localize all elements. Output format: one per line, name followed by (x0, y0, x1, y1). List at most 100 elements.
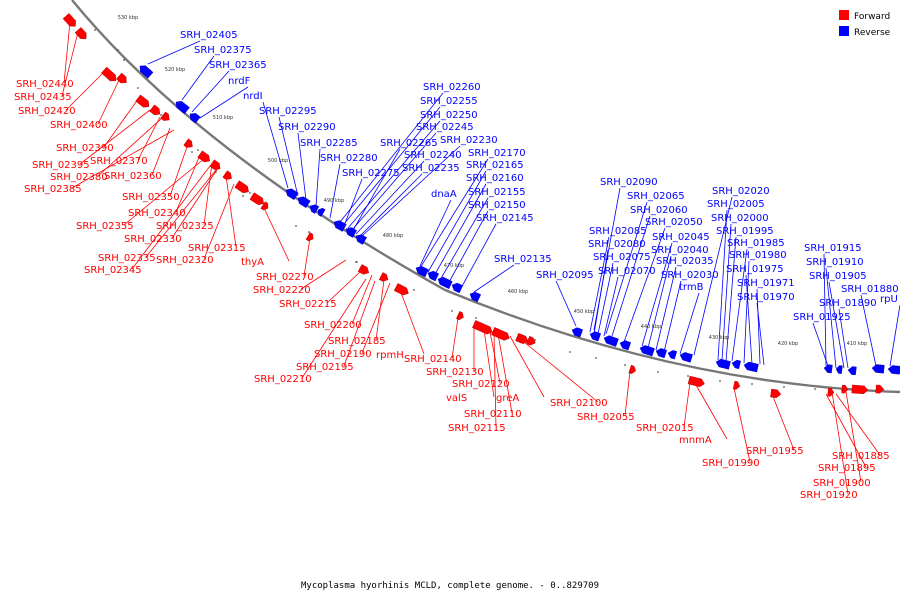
forward-gene-label: SRH_02325 (156, 221, 214, 232)
reverse-label-leader (343, 106, 441, 225)
reverse-gene-shape (887, 365, 900, 375)
forward-label-leader (509, 335, 545, 398)
scale-tick-dot (475, 317, 477, 319)
scale-tick-dot (657, 371, 659, 373)
forward-label-leader (523, 341, 599, 403)
forward-gene-arrow (687, 375, 705, 387)
genome-caption: Mycoplasma hyorhinis MCLD, complete geno… (301, 581, 599, 591)
reverse-gene-arrow (835, 365, 843, 375)
reverse-gene-arrow (175, 101, 190, 115)
gene-labels: SRH_02440 SRH_02435 SRH_02420 SRH_02400 SRH_… (14, 30, 899, 501)
reverse-gene-arrow (415, 265, 429, 278)
forward-label-leader (683, 381, 691, 428)
forward-gene-label: SRH_02130 (426, 367, 484, 378)
forward-label-leader (97, 117, 163, 177)
forward-label-leader (303, 237, 311, 277)
reverse-gene-shape (823, 364, 833, 374)
reverse-label-leader (589, 236, 610, 333)
forward-label-leader (71, 129, 175, 189)
forward-gene-arrow (515, 333, 529, 344)
scale-tick-dot (137, 87, 139, 89)
reverse-label-leader (743, 260, 750, 364)
forward-gene-label: SRH_01920 (800, 490, 858, 501)
legend-label-reverse: Reverse (854, 28, 891, 38)
reverse-gene-arrow (715, 358, 731, 370)
reverse-gene-label: SRH_02295 (259, 106, 317, 117)
forward-label-leader (203, 162, 213, 226)
reverse-gene-label: SRH_02075 (593, 252, 651, 263)
reverse-gene-label: SRH_02245 (416, 122, 474, 133)
reverse-gene-label: SRH_01980 (729, 250, 787, 261)
scale-tick-dot (413, 289, 415, 291)
forward-gene-arrow (732, 380, 741, 390)
forward-gene-label: SRH_02380 (50, 172, 108, 183)
forward-label-leader (169, 143, 189, 197)
forward-gene-shape (116, 72, 127, 84)
gene-features (62, 13, 900, 399)
reverse-gene-label: SRH_01970 (737, 292, 795, 303)
forward-gene-arrow (149, 104, 161, 116)
forward-gene-label: SRH_02015 (636, 423, 694, 434)
legend-swatch-reverse (839, 26, 849, 36)
reverse-gene-arrow (451, 282, 464, 294)
forward-gene-shape (875, 384, 885, 394)
reverse-label-leader (199, 86, 249, 119)
reverse-gene-label: SRH_02085 (589, 226, 647, 237)
reverse-gene-label: SRH_02065 (627, 191, 685, 202)
forward-gene-shape (491, 327, 510, 341)
scale-tick-dot (242, 195, 244, 197)
forward-gene-label: mnmA (679, 435, 712, 446)
forward-label-leader (483, 329, 495, 398)
forward-label-leader (493, 331, 497, 428)
scale-label: 460 kbp (508, 289, 528, 295)
reverse-gene-label: SRH_01890 (819, 298, 877, 309)
reverse-gene-arrow (639, 345, 655, 357)
forward-gene-label: SRH_02370 (90, 156, 148, 167)
forward-gene-shape (74, 27, 87, 40)
reverse-label-leader (359, 173, 423, 237)
reverse-gene-label: SRH_02170 (468, 148, 526, 159)
reverse-gene-shape (639, 345, 655, 357)
scale-tick-dot (295, 225, 297, 227)
reverse-gene-label: SRH_01985 (727, 238, 785, 249)
reverse-gene-label: SRH_02405 (180, 30, 238, 41)
forward-gene-label: SRH_02315 (188, 243, 246, 254)
forward-gene-label: SRH_02390 (56, 143, 114, 154)
scale-label: 530 kbp (118, 15, 138, 21)
reverse-gene-shape (297, 196, 311, 209)
forward-gene-label: SRH_02195 (296, 362, 354, 373)
forward-label-leader (301, 278, 367, 379)
reverse-gene-label: trmB (679, 282, 704, 293)
forward-gene-shape (135, 94, 150, 108)
reverse-gene-label: SRH_02260 (423, 82, 481, 93)
reverse-gene-label: SRH_02000 (711, 213, 769, 224)
reverse-gene-arrow (469, 291, 482, 303)
forward-gene-label: SRH_02110 (464, 409, 522, 420)
forward-label-leader (399, 289, 425, 355)
reverse-gene-arrow (871, 364, 885, 374)
forward-label-leader (137, 116, 161, 161)
forward-gene-shape (378, 272, 389, 282)
reverse-gene-label: SRH_02285 (300, 138, 358, 149)
forward-gene-arrow (357, 264, 370, 275)
forward-gene-shape (197, 150, 210, 163)
forward-gene-label: SRH_02185 (328, 336, 386, 347)
forward-gene-label: SRH_02115 (448, 423, 506, 434)
reverse-label-leader (329, 163, 341, 219)
reverse-gene-arrow (285, 188, 299, 201)
reverse-gene-label: SRH_02275 (342, 168, 400, 179)
forward-gene-arrow (472, 320, 493, 335)
reverse-label-leader (611, 215, 651, 337)
forward-label-leader (145, 169, 217, 258)
forward-gene-arrow (841, 384, 849, 394)
reverse-label-leader (679, 292, 700, 355)
reverse-gene-label: SRH_02280 (320, 153, 378, 164)
reverse-label-leader (355, 160, 425, 235)
forward-label-leader (695, 384, 728, 440)
reverse-gene-label: SRH_02135 (494, 254, 552, 265)
reverse-label-leader (721, 223, 732, 361)
forward-gene-label: SRH_01885 (832, 451, 890, 462)
forward-gene-shape (732, 380, 741, 390)
reverse-label-leader (655, 266, 677, 351)
